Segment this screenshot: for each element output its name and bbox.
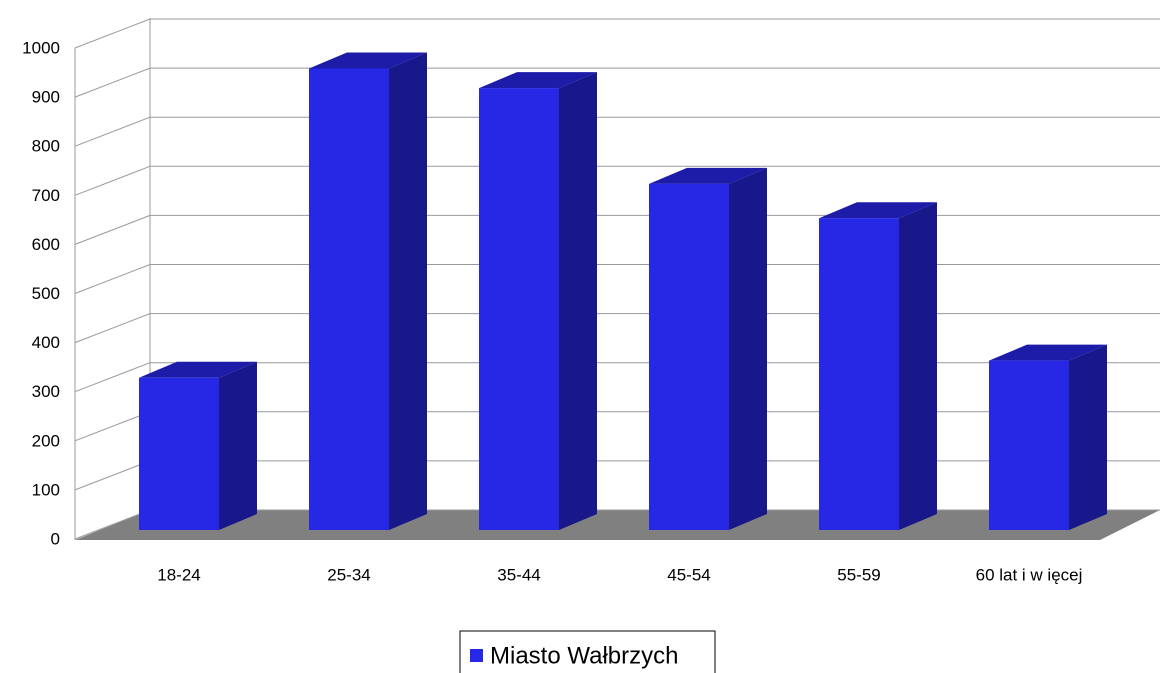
bar xyxy=(309,52,427,531)
grid-line xyxy=(74,214,151,245)
bar xyxy=(649,167,767,530)
bar-top xyxy=(139,361,257,378)
y-tick-label: 300 xyxy=(32,382,60,401)
grid-line xyxy=(74,509,151,540)
y-tick-label: 800 xyxy=(32,137,60,156)
grid-line xyxy=(74,18,151,49)
bar xyxy=(139,361,257,530)
bar xyxy=(989,344,1107,530)
grid-line xyxy=(74,460,151,491)
bar-top xyxy=(819,202,937,219)
legend-swatch xyxy=(470,649,483,662)
grid-line xyxy=(74,362,151,393)
bar-top xyxy=(649,167,767,184)
grid-line xyxy=(74,165,151,196)
bar-side xyxy=(729,167,767,530)
x-tick-label: 25-34 xyxy=(327,565,370,584)
bar-side xyxy=(219,361,257,530)
bar-front xyxy=(819,218,899,530)
x-tick-label: 45-54 xyxy=(667,565,710,584)
grid-line xyxy=(74,313,151,344)
bar-side xyxy=(1069,344,1107,530)
grid-line xyxy=(74,411,151,442)
y-tick-label: 600 xyxy=(32,235,60,254)
y-tick-label: 0 xyxy=(51,529,60,548)
bar-front xyxy=(479,88,559,530)
x-tick-label: 55-59 xyxy=(837,565,880,584)
y-tick-label: 900 xyxy=(32,88,60,107)
y-tick-label: 700 xyxy=(32,186,60,205)
bar-top xyxy=(479,72,597,89)
bar-top xyxy=(989,344,1107,361)
x-tick-label: 35-44 xyxy=(497,565,540,584)
y-tick-label: 1000 xyxy=(22,38,60,57)
legend-label: Miasto Wałbrzych xyxy=(490,642,678,669)
bar-side xyxy=(559,72,597,530)
bar-top xyxy=(309,52,427,69)
legend: Miasto Wałbrzych xyxy=(459,630,716,673)
bar xyxy=(819,202,937,530)
x-tick-label: 60 lat i w ięcej xyxy=(976,565,1083,584)
bar xyxy=(479,72,597,530)
y-tick-label: 400 xyxy=(32,333,60,352)
grid-line xyxy=(74,116,151,147)
x-tick-label: 18-24 xyxy=(157,565,200,584)
y-tick-label: 500 xyxy=(32,284,60,303)
bar-front xyxy=(139,377,219,530)
y-tick-label: 100 xyxy=(32,480,60,499)
bar-front xyxy=(309,68,389,531)
bar-side xyxy=(899,202,937,530)
legend-box xyxy=(459,630,716,673)
bar-front xyxy=(989,360,1069,530)
grid-line xyxy=(74,67,151,98)
grid-line xyxy=(74,264,151,294)
y-tick-label: 200 xyxy=(32,431,60,450)
bar-side xyxy=(389,52,427,531)
bar-front xyxy=(649,183,729,530)
